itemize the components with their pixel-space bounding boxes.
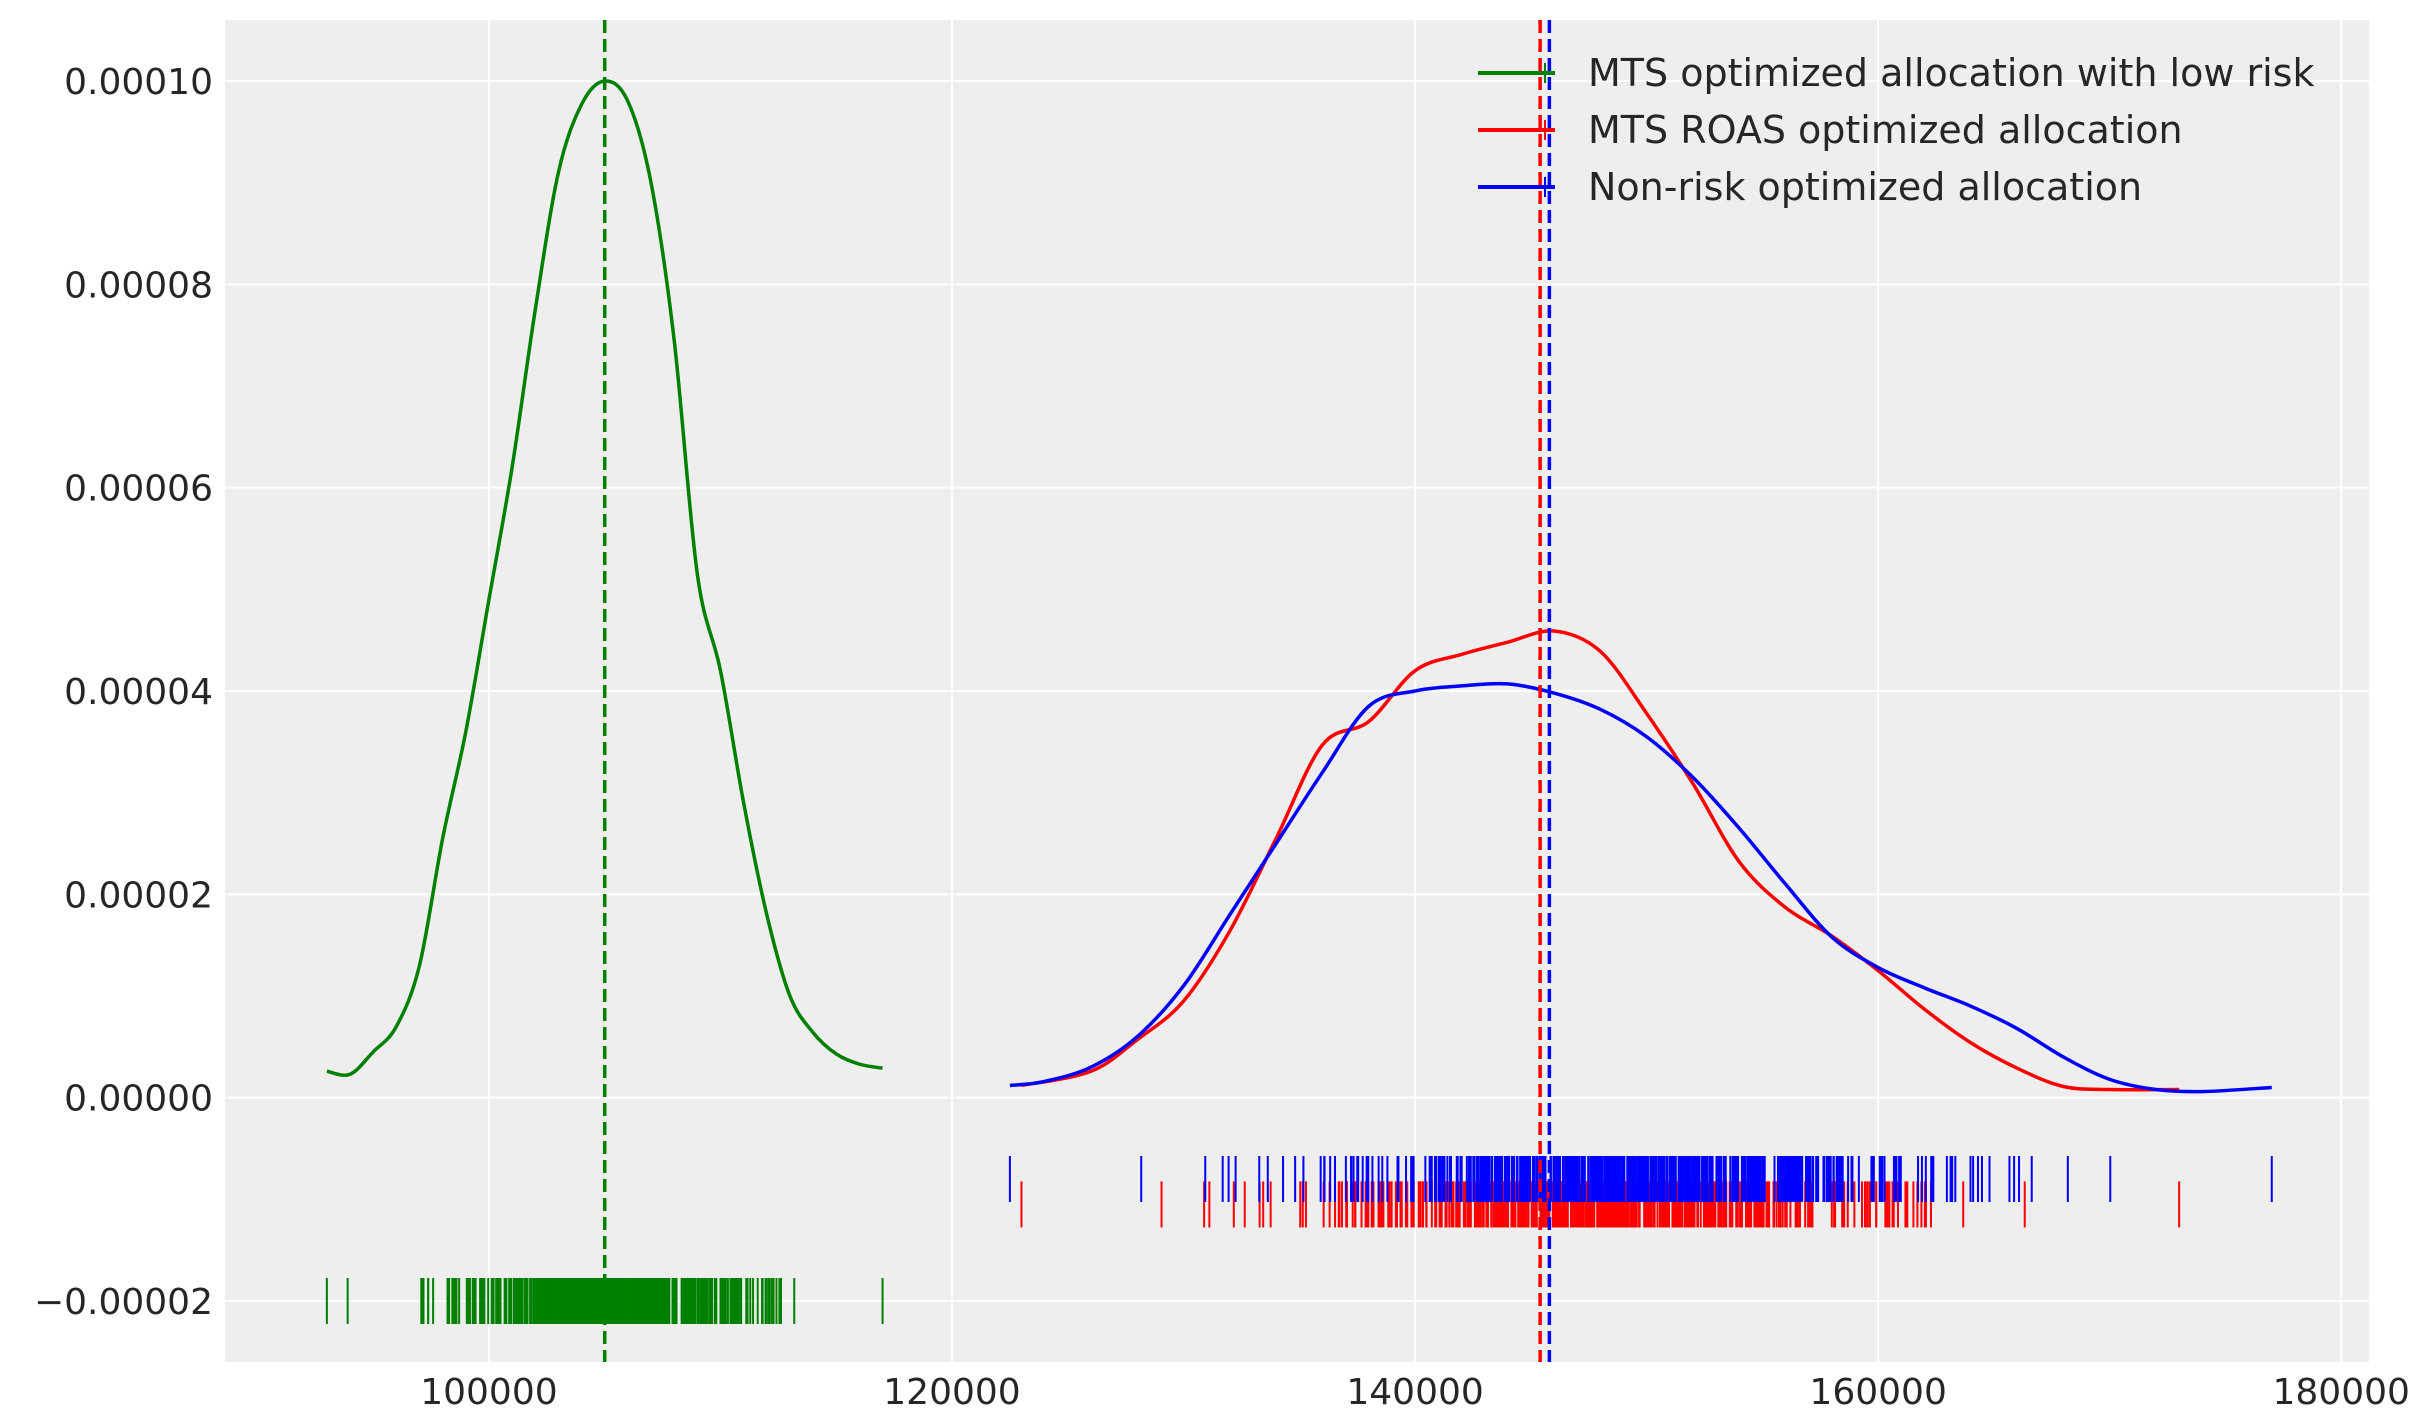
y-tick-label: 0.00004 bbox=[64, 672, 213, 713]
y-tick-label: 0.00008 bbox=[64, 265, 213, 306]
legend-item: Non-risk optimized allocation bbox=[1478, 165, 2142, 209]
y-tick-label: 0.00010 bbox=[64, 62, 213, 103]
y-tick-label: −0.00002 bbox=[34, 1282, 213, 1323]
x-tick-label: 140000 bbox=[1346, 1372, 1483, 1413]
rug-plots bbox=[325, 1156, 2273, 1324]
y-tick-label: 0.00000 bbox=[64, 1079, 213, 1120]
x-tick-label: 100000 bbox=[420, 1372, 557, 1413]
y-tick-label: 0.00002 bbox=[64, 875, 213, 916]
x-tick-label: 160000 bbox=[1809, 1372, 1946, 1413]
legend: MTS optimized allocation with low risk MT… bbox=[1478, 51, 2314, 209]
x-axis-ticks: 100000 120000 140000 160000 180000 bbox=[420, 1372, 2410, 1413]
x-tick-label: 180000 bbox=[2272, 1372, 2409, 1413]
rug-2 bbox=[1008, 1156, 2273, 1202]
density-curve-1 bbox=[1021, 629, 2180, 1092]
legend-item: MTS optimized allocation with low risk bbox=[1478, 51, 2314, 95]
legend-label: Non-risk optimized allocation bbox=[1588, 165, 2142, 209]
density-curve-2 bbox=[1009, 681, 2272, 1094]
rug-0 bbox=[325, 1278, 884, 1324]
x-tick-label: 120000 bbox=[883, 1372, 1020, 1413]
mean-lines bbox=[602, 20, 1552, 1362]
legend-item: MTS ROAS optimized allocation bbox=[1478, 108, 2183, 152]
legend-label: MTS optimized allocation with low risk bbox=[1588, 51, 2314, 95]
y-axis-ticks: −0.00002 0.00000 0.00002 0.00004 0.00006 0.00… bbox=[34, 62, 213, 1323]
y-tick-label: 0.00006 bbox=[64, 469, 213, 510]
legend-label: MTS ROAS optimized allocation bbox=[1588, 108, 2183, 152]
